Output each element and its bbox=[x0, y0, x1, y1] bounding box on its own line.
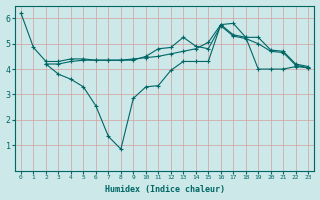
X-axis label: Humidex (Indice chaleur): Humidex (Indice chaleur) bbox=[105, 185, 225, 194]
